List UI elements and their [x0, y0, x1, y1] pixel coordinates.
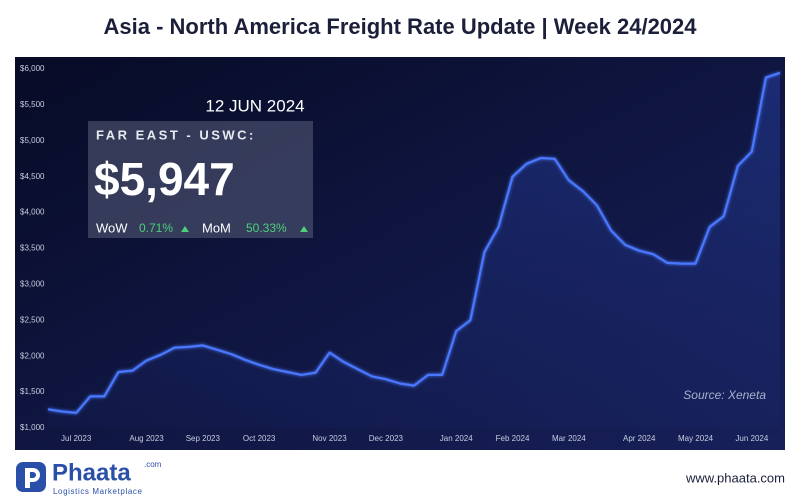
plot: $1,000 $1,500 $2,000 $2,500 $3,000 $3,500 $4,0…: [20, 64, 781, 443]
x-tick-label: Mar 2024: [552, 434, 586, 443]
x-tick-label: Jan 2024: [440, 434, 473, 443]
logo-p: [25, 468, 40, 488]
x-tick-label: Feb 2024: [496, 434, 530, 443]
logo: Phaata .com Logistics Marketplace: [16, 459, 162, 496]
y-tick-label: $3,500: [20, 244, 45, 253]
y-tick-label: $2,500: [20, 315, 45, 324]
brand: Phaata: [52, 459, 131, 486]
url: www.phaata.com: [685, 470, 785, 485]
y-tick-label: $4,000: [20, 208, 45, 217]
line: [47, 71, 781, 414]
route-label: FAR EAST - USWC:: [96, 127, 256, 142]
y-tick-label: $5,500: [20, 100, 45, 109]
info-card: [88, 121, 313, 238]
mom-value: 50.33%: [246, 221, 287, 235]
mom-label: MoM: [202, 220, 231, 235]
y-tick-label: $6,000: [20, 64, 45, 73]
tagline: Logistics Marketplace: [53, 487, 143, 496]
y-tick-label: $4,500: [20, 172, 45, 181]
x-tick-label: Nov 2023: [312, 434, 347, 443]
x-tick-label: May 2024: [678, 434, 714, 443]
x-tick-label: Apr 2024: [623, 434, 656, 443]
x-tick-label: Jun 2024: [735, 434, 768, 443]
y-tick-label: $2,000: [20, 351, 45, 360]
y-tick-label: $1,500: [20, 387, 45, 396]
source: Source: Xeneta: [683, 388, 766, 402]
x-tick-label: Oct 2023: [243, 434, 276, 443]
y-tick-label: $1,000: [20, 423, 45, 432]
x-tick-label: Aug 2023: [129, 434, 164, 443]
price: $5,947: [94, 153, 235, 205]
brand-suffix: .com: [144, 460, 162, 469]
x-tick-label: Dec 2023: [369, 434, 404, 443]
logo-icon: [16, 462, 46, 492]
up-arrow: [300, 226, 308, 232]
wow-label: WoW: [96, 220, 128, 235]
x-tick-label: Jul 2023: [61, 434, 92, 443]
wow-value: 0.71%: [139, 221, 173, 235]
up-arrow: [181, 226, 189, 232]
y-tick-label: $5,000: [20, 136, 45, 145]
x-tick-label: Sep 2023: [186, 434, 221, 443]
area: [48, 72, 780, 429]
chart-title: Asia - North America Freight Rate Update…: [103, 14, 697, 39]
date-label: 12 JUN 2024: [205, 96, 304, 115]
y-tick-label: $3,000: [20, 280, 45, 289]
